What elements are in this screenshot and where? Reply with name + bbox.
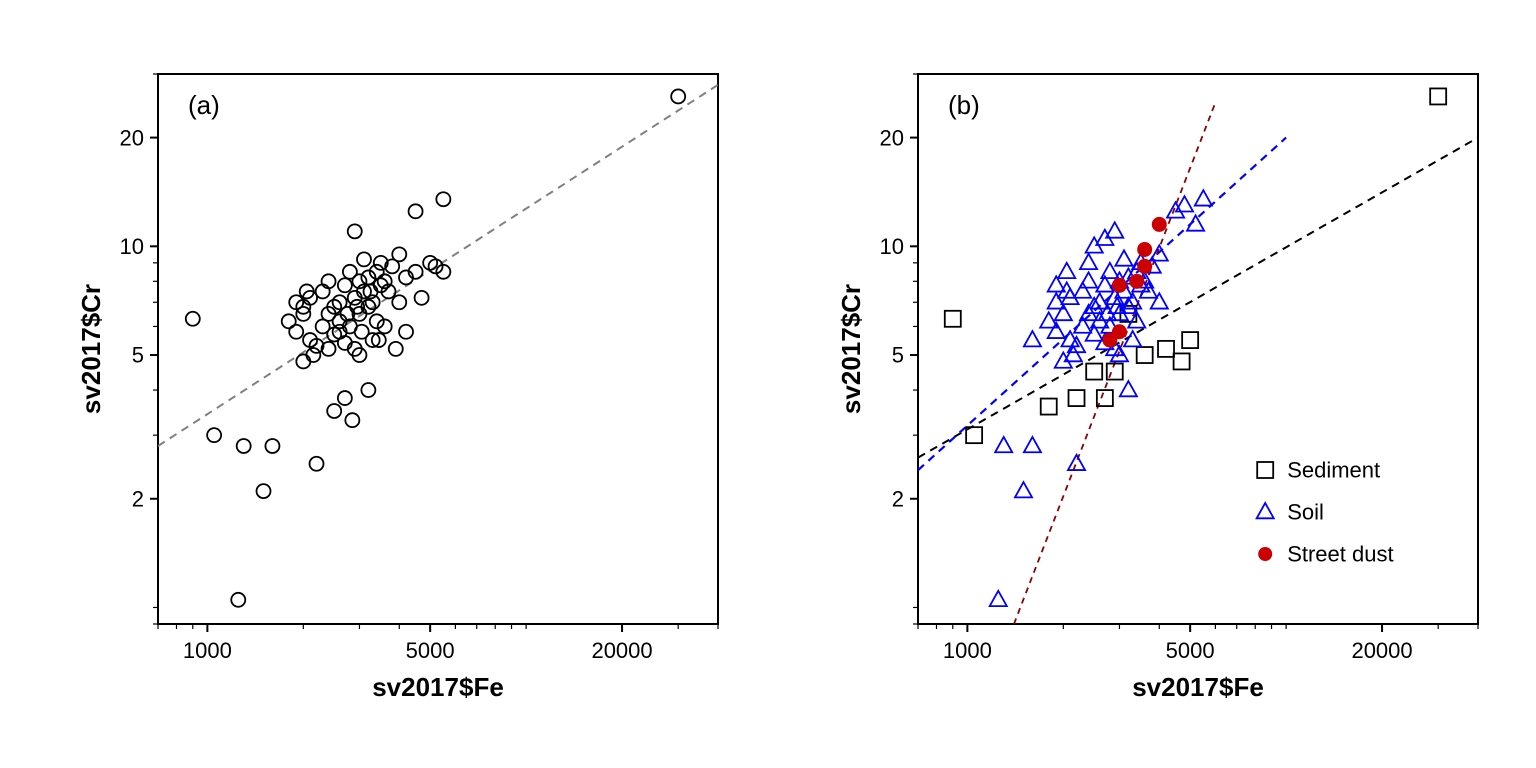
point-triangle: [1074, 282, 1091, 297]
legend-marker-square: [1257, 462, 1273, 478]
x-tick-label: 1000: [943, 638, 992, 663]
y-tick-label: 20: [120, 125, 144, 150]
regression-line: [918, 138, 1286, 471]
point-square: [1069, 390, 1085, 406]
x-tick-label: 5000: [406, 638, 455, 663]
y-tick-label: 10: [120, 234, 144, 259]
point-circle: [361, 383, 375, 397]
point-circle: [392, 295, 406, 309]
panel-label: (a): [188, 90, 220, 120]
regression-line: [918, 138, 1478, 458]
x-tick-label: 20000: [591, 638, 652, 663]
y-tick-label: 2: [132, 486, 144, 511]
x-axis-label: sv2017$Fe: [372, 672, 504, 702]
point-square: [1174, 353, 1190, 369]
panel-label: (b): [948, 90, 980, 120]
point-circle: [327, 404, 341, 418]
y-tick-label: 10: [880, 234, 904, 259]
point-circle: [671, 89, 685, 103]
point-circle: [389, 342, 403, 356]
point-triangle: [995, 437, 1012, 452]
point-dot: [1138, 242, 1152, 256]
point-circle: [415, 291, 429, 305]
chart-container: 1000 5000 20000 2 5 10 20 sv2017$Fe sv2017$Cr (a)…: [0, 0, 1536, 768]
point-triangle: [1024, 331, 1041, 346]
point-circle: [338, 278, 352, 292]
panels-row: 1000 5000 20000 2 5 10 20 sv2017$Fe sv2017$Cr (a)…: [8, 34, 1528, 734]
y-tick-label: 5: [132, 343, 144, 368]
point-circle: [186, 312, 200, 326]
point-triangle: [1080, 272, 1097, 287]
point-dot: [1138, 259, 1152, 273]
point-circle: [355, 325, 369, 339]
point-circle: [306, 348, 320, 362]
point-square: [1430, 88, 1446, 104]
point-square: [1086, 364, 1102, 380]
point-square: [1041, 399, 1057, 415]
point-dot: [1112, 325, 1126, 339]
point-circle: [399, 325, 413, 339]
legend-label: Street dust: [1287, 542, 1393, 567]
panel-b: 1000 5000 20000 2 5 10 20 sv2017$Fe sv2017$Cr (b)…: [768, 34, 1528, 734]
point-circle: [237, 439, 251, 453]
point-circle: [436, 192, 450, 206]
y-axis-label: sv2017$Cr: [836, 284, 866, 414]
point-circle: [338, 391, 352, 405]
point-circle: [409, 204, 423, 218]
point-square: [1158, 341, 1174, 357]
point-triangle: [1068, 455, 1085, 470]
point-square: [1137, 347, 1153, 363]
point-triangle: [1195, 190, 1212, 205]
y-tick-label: 5: [892, 343, 904, 368]
x-tick-label: 5000: [1166, 638, 1215, 663]
point-circle: [357, 252, 371, 266]
point-dot: [1130, 274, 1144, 288]
point-dot: [1112, 278, 1126, 292]
legend-label: Sediment: [1287, 458, 1380, 483]
point-circle: [345, 413, 359, 427]
point-triangle: [990, 591, 1007, 606]
point-triangle: [1015, 482, 1032, 497]
point-square: [1182, 332, 1198, 348]
legend-label: Soil: [1287, 500, 1324, 525]
point-square: [945, 311, 961, 327]
point-triangle: [1120, 381, 1137, 396]
point-triangle: [1115, 250, 1132, 265]
x-tick-label: 1000: [183, 638, 232, 663]
point-circle: [378, 319, 392, 333]
scatter-a-svg: 1000 5000 20000 2 5 10 20 sv2017$Fe sv2017$Cr (a): [8, 34, 768, 734]
regression-line: [158, 85, 718, 446]
point-circle: [256, 484, 270, 498]
point-circle: [289, 325, 303, 339]
point-triangle: [1167, 202, 1184, 217]
y-axis-label: sv2017$Cr: [76, 284, 106, 414]
point-triangle: [1058, 263, 1075, 278]
point-circle: [296, 354, 310, 368]
y-tick-label: 2: [892, 486, 904, 511]
point-circle: [370, 314, 384, 328]
point-triangle: [1024, 437, 1041, 452]
point-circle: [392, 247, 406, 261]
scatter-b-svg: 1000 5000 20000 2 5 10 20 sv2017$Fe sv2017$Cr (b)…: [768, 34, 1528, 734]
legend-marker-triangle: [1257, 503, 1274, 518]
point-triangle: [1151, 293, 1168, 308]
point-triangle: [1187, 215, 1204, 230]
point-triangle: [1080, 254, 1097, 269]
point-circle: [310, 457, 324, 471]
y-tick-label: 20: [880, 125, 904, 150]
panel-a: 1000 5000 20000 2 5 10 20 sv2017$Fe sv2017$Cr (a): [8, 34, 768, 734]
x-axis-label: sv2017$Fe: [1132, 672, 1264, 702]
point-circle: [348, 224, 362, 238]
point-dot: [1152, 217, 1166, 231]
point-circle: [207, 428, 221, 442]
point-circle: [231, 593, 245, 607]
legend-marker-dot: [1258, 547, 1272, 561]
x-tick-label: 20000: [1351, 638, 1412, 663]
point-circle: [265, 439, 279, 453]
